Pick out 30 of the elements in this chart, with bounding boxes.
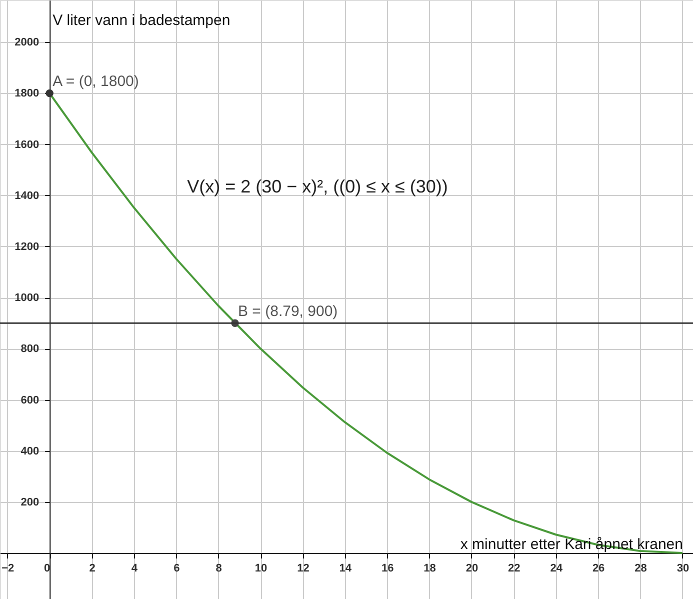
x-tick-label: 2: [89, 562, 96, 575]
y-tick-label: 800: [20, 343, 40, 356]
x-tick-label: 14: [339, 562, 352, 575]
annotation: A = (0, 1800): [52, 73, 139, 90]
x-tick-label: 24: [550, 562, 564, 575]
x-tick-label: 6: [174, 562, 180, 575]
x-tick-label: 30: [676, 562, 690, 575]
y-tick-label: 1200: [14, 240, 40, 253]
y-tick-label: 600: [20, 394, 40, 406]
x-tick-label: 20: [466, 562, 478, 575]
x-tick-label: 10: [254, 562, 268, 575]
y-tick-label: 1000: [14, 292, 40, 304]
y-tick-label: 1800: [14, 88, 40, 100]
y-tick-label: 200: [20, 496, 40, 508]
y-tick-label: 1400: [14, 190, 40, 202]
annotation: V(x) = 2 (30 − x)², ((0) ≤ x ≤ (30)): [187, 176, 448, 196]
x-tick-label: 8: [216, 562, 222, 575]
x-tick-label: 4: [131, 562, 138, 575]
y-tick-label: 400: [20, 445, 40, 458]
y-axis-title: V liter vann i badestampen: [52, 12, 230, 29]
x-tick-label: 22: [508, 562, 520, 575]
x-tick-label: 18: [424, 562, 436, 575]
annotation: B = (8.79, 900): [238, 303, 338, 320]
y-tick-label: 2000: [14, 36, 40, 49]
x-tick-label: 12: [297, 562, 310, 575]
y-tick-label: 1600: [14, 138, 40, 151]
x-tick-label: 16: [381, 562, 394, 575]
x-tick-label: 28: [634, 562, 647, 575]
x-tick-label: 26: [592, 562, 605, 575]
x-tick-label: −2: [2, 562, 14, 575]
